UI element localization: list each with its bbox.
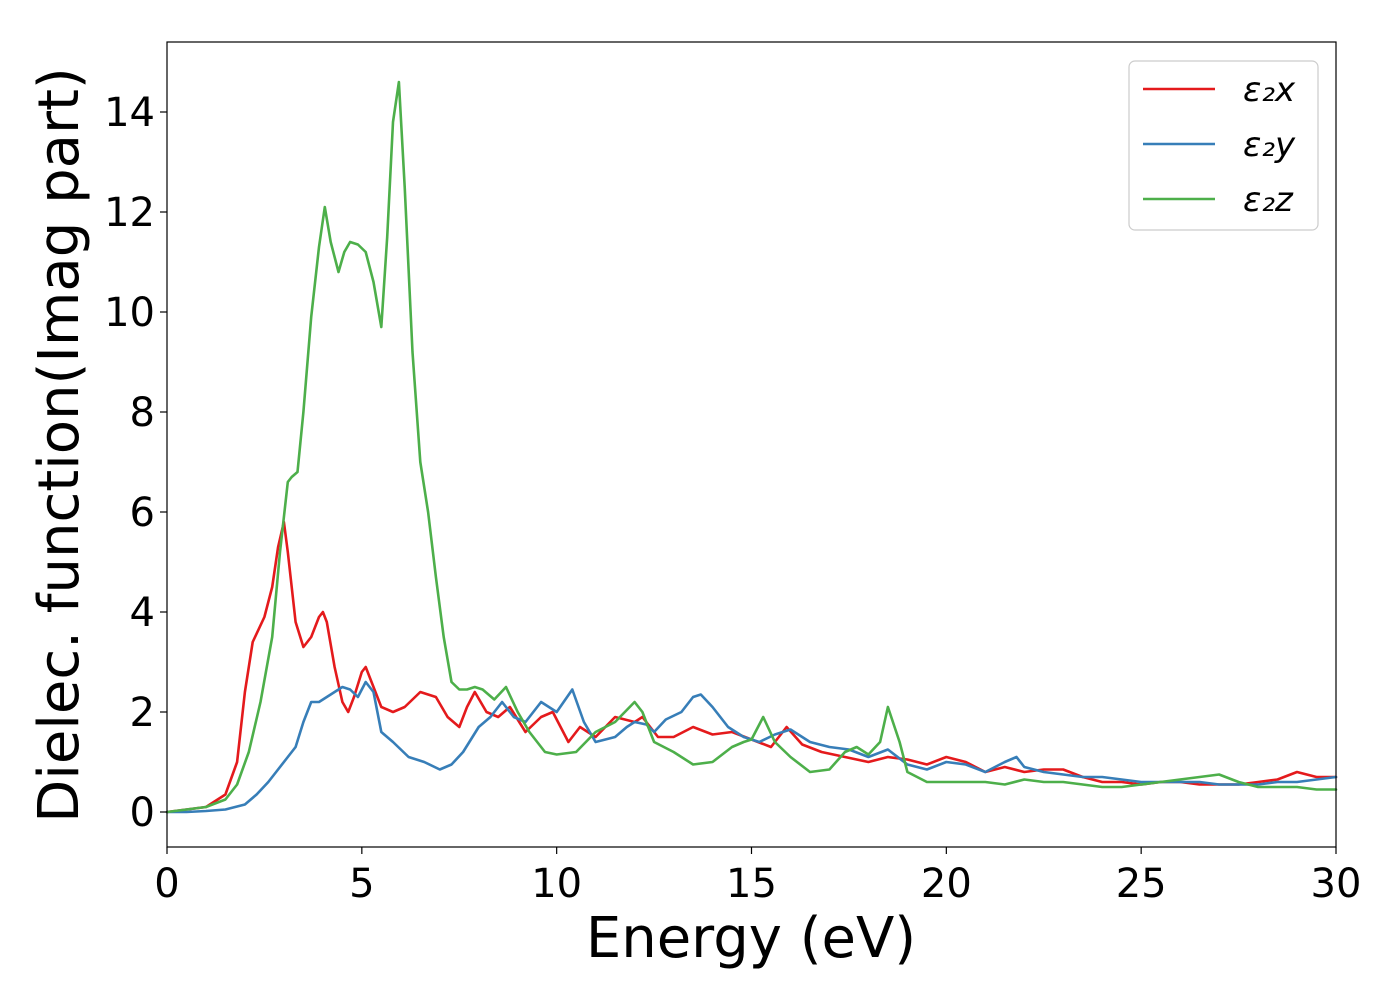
y-tick-label: 12 (104, 190, 155, 236)
x-axis-title: Energy (eV) (586, 906, 916, 971)
x-tick-label: 10 (531, 861, 582, 907)
series-layer (165, 80, 1338, 814)
legend-box (1128, 60, 1319, 231)
x-tick-label: 5 (349, 861, 374, 907)
y-tick-label: 0 (130, 790, 155, 836)
y-tick-label: 6 (130, 490, 155, 536)
x-tick-label: 0 (154, 861, 179, 907)
x-tick-label: 25 (1116, 861, 1167, 907)
y-axis: 0 2 4 6 8 10 12 14 (104, 90, 167, 836)
y-tick-label: 2 (130, 690, 155, 736)
y-axis-title: Dielec. function(Imag part) (27, 67, 92, 823)
y-tick-label: 8 (130, 390, 155, 436)
series-line-2 (165, 80, 1338, 814)
y-tick-label: 4 (130, 590, 155, 636)
x-axis: 0 5 10 15 20 25 30 (154, 847, 1361, 907)
series-line-0 (165, 520, 1338, 814)
x-tick-label: 15 (726, 861, 777, 907)
legend-label-0: ε₂x (1243, 70, 1296, 110)
y-tick-label: 10 (104, 290, 155, 336)
x-tick-label: 20 (921, 861, 972, 907)
y-tick-label: 14 (104, 90, 155, 136)
x-tick-label: 30 (1311, 861, 1362, 907)
legend-label-1: ε₂y (1243, 125, 1296, 165)
legend-label-2: ε₂z (1243, 180, 1294, 220)
legend: ε₂x ε₂y ε₂z (1128, 60, 1319, 231)
